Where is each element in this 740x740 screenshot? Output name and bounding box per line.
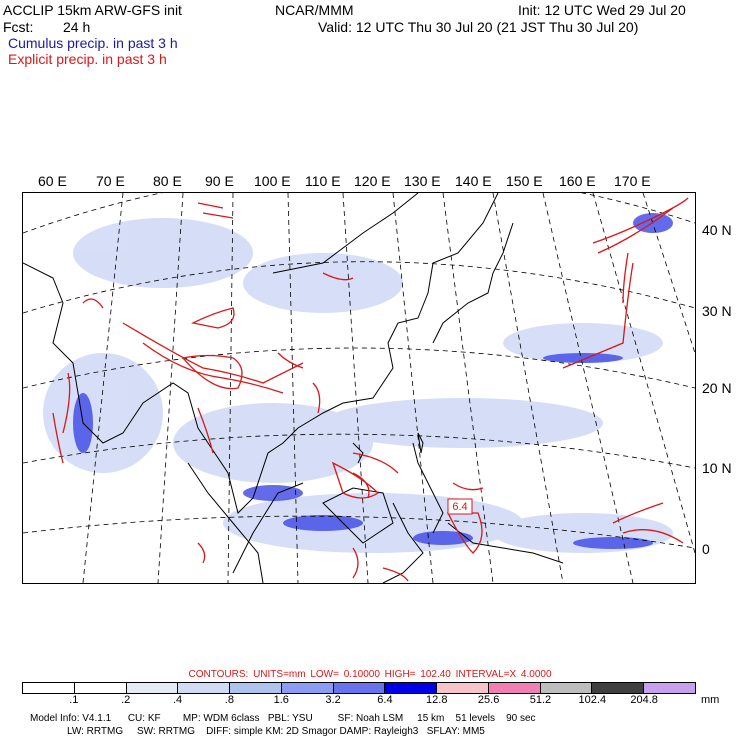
init-time: Init: 12 UTC Wed 29 Jul 20: [518, 2, 686, 18]
colorbar-swatch: [437, 683, 489, 693]
colorbar-swatch: [126, 683, 179, 693]
precipitation-map: 6.4: [22, 169, 696, 584]
lon-label: 150 E: [506, 173, 543, 189]
colorbar-swatch: [333, 683, 386, 693]
colorbar-swatch: [23, 683, 75, 693]
contour-info: CONTOURS: UNITS=mm LOW= 0.10000 HIGH= 10…: [188, 669, 552, 680]
colorbar-tick-label: 1.6: [273, 694, 289, 706]
cumulus-field-label: Cumulus precip. in past 3 h: [8, 35, 178, 51]
lat-label: 20 N: [702, 380, 732, 396]
colorbar-tick-label: 102.4: [578, 694, 607, 706]
colorbar-tick-label: .1: [69, 694, 79, 706]
colorbar-tick-label: 25.6: [477, 694, 500, 706]
colorbar-swatch: [540, 683, 593, 693]
lon-label: 60 E: [38, 173, 67, 189]
lon-label: 80 E: [153, 173, 182, 189]
colorbar-tick-label: .2: [121, 694, 131, 706]
colorbar-tick-label: .4: [172, 694, 183, 706]
forecast-hour: 24 h: [63, 19, 91, 35]
model-title: ACCLIP 15km ARW-GFS init: [3, 2, 182, 18]
map-canvas: 6.4: [22, 169, 696, 584]
lon-label: 160 E: [559, 173, 596, 189]
max-value-box: [447, 498, 473, 515]
lon-label: 100 E: [254, 173, 291, 189]
colorbar-swatch: [230, 683, 282, 693]
explicit-field-label: Explicit precip. in past 3 h: [8, 51, 167, 67]
colorbar-swatch: [644, 683, 695, 693]
colorbar-swatch: [488, 683, 541, 693]
coastlines: [22, 192, 564, 584]
light-precip-areas: [43, 218, 673, 553]
lon-label: 140 E: [455, 173, 492, 189]
colorbar-unit: mm: [701, 694, 720, 706]
colorbar-tick-label: 6.4: [377, 694, 393, 706]
lat-label: 0: [702, 541, 710, 557]
colorbar-swatch: [178, 683, 231, 693]
lon-label: 170 E: [614, 173, 651, 189]
colorbar-swatch: [74, 683, 127, 693]
lon-label: 90 E: [205, 173, 234, 189]
colorbar-tick-label: .8: [224, 694, 234, 706]
colorbar-tick-label: 51.2: [529, 694, 552, 706]
colorbar-tick-label: 204.8: [630, 694, 658, 706]
lat-label: 30 N: [702, 303, 732, 319]
colorbar-swatch: [592, 683, 645, 693]
explicit-precip-contours: [52, 197, 689, 582]
valid-time: Valid: 12 UTC Thu 30 Jul 20 (21 JST Thu …: [318, 19, 639, 35]
model-info-line2: LW: RRTMG SW: RRTMG DIFF: simple KM: 2D …: [67, 726, 485, 737]
colorbar-swatch: [281, 683, 334, 693]
colorbar-swatch: [385, 683, 438, 693]
graticule: [22, 169, 696, 584]
forecast-label: Fcst:: [3, 19, 34, 35]
lat-label: 10 N: [702, 460, 732, 476]
colorbar: [22, 682, 696, 694]
colorbar-tick-label: 3.2: [325, 694, 341, 706]
org-label: NCAR/MMM: [275, 2, 354, 18]
lon-label: 120 E: [354, 173, 391, 189]
model-info-line1: Model Info: V4.1.1 CU: KF MP: WDM 6class…: [30, 713, 536, 724]
lon-label: 110 E: [305, 173, 341, 189]
lat-label: 40 N: [702, 222, 732, 238]
max-value-label: 6.4: [452, 501, 467, 513]
lon-label: 130 E: [404, 173, 441, 189]
lon-label: 70 E: [96, 173, 125, 189]
colorbar-tick-label: 12.8: [426, 694, 448, 706]
